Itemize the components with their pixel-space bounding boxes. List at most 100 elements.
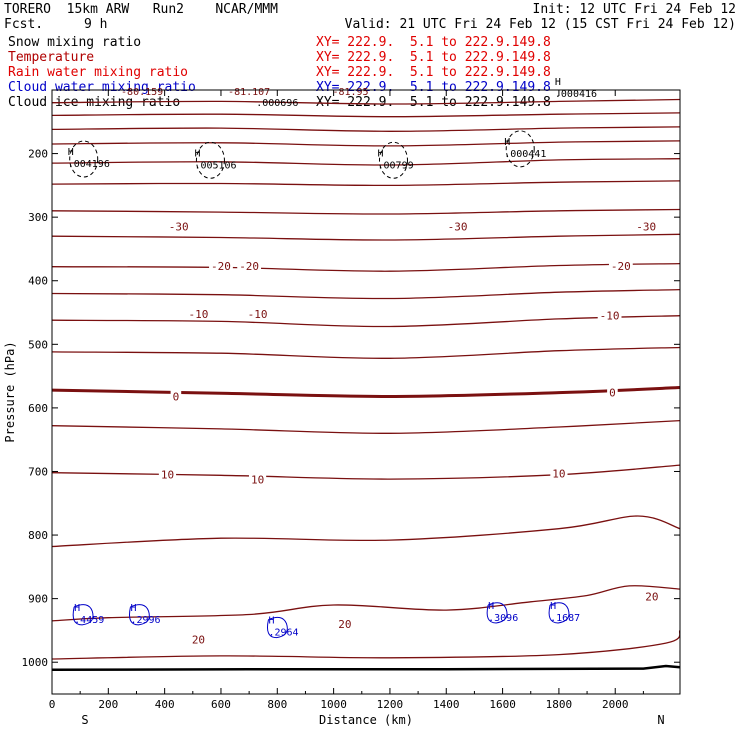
field-name-rain: Rain water mixing ratio xyxy=(8,65,189,80)
isotherm-label: 0 xyxy=(173,390,180,403)
field-xy-rain: XY= 222.9. 5.1 to 222.9.149.8 xyxy=(316,65,551,80)
cloud-water-max-marker: H xyxy=(130,603,136,614)
x-tick-label: 600 xyxy=(211,698,231,711)
x-tick-label: 200 xyxy=(98,698,118,711)
contour-label-bg xyxy=(209,260,233,273)
isotherm-label: -20 xyxy=(611,260,631,273)
isotherm-label: 10 xyxy=(251,474,264,487)
contour-label-bg xyxy=(608,260,633,273)
isotherm-label: 20 xyxy=(338,618,351,631)
isotherm--60 xyxy=(51,98,681,105)
isotherm-label: -10 xyxy=(248,308,268,321)
isotherm--20 xyxy=(51,262,681,272)
ground-surface xyxy=(51,664,681,672)
y-tick-label: 1000 xyxy=(22,656,49,669)
snow-contour-ring xyxy=(505,130,535,168)
x-tick-label: 1000 xyxy=(320,698,347,711)
contour-label-bg xyxy=(186,307,211,320)
isotherm-label: 10 xyxy=(552,467,565,480)
contour-label-bg xyxy=(166,220,191,233)
cloud-water-max-value: .3096 xyxy=(488,613,518,624)
snow-max-marker: H xyxy=(68,147,74,158)
isotherm--35 xyxy=(51,180,681,187)
snow-contour-ring xyxy=(195,141,225,179)
forecast-hour: 9 h xyxy=(84,17,108,32)
forecast-label: Fcst. xyxy=(4,17,44,32)
snow-max-marker: H xyxy=(555,77,561,88)
x-tick-label: 0 xyxy=(49,698,56,711)
cloud-water-contour xyxy=(72,604,94,626)
isotherm--55 xyxy=(51,112,681,118)
isotherm-label: -30 xyxy=(636,221,656,234)
isotherm-10 xyxy=(51,464,681,480)
cloud-water-max-marker: H xyxy=(550,601,556,612)
isotherm-20 xyxy=(51,585,681,622)
snow-max-marker: H xyxy=(377,148,383,159)
contour-label-bg xyxy=(634,220,659,233)
isotherm-label: 0 xyxy=(609,387,616,400)
field-xy-snow: XY= 222.9. 5.1 to 222.9.149.8 xyxy=(316,35,551,50)
x-tick-label: 1200 xyxy=(377,698,404,711)
y-tick-label: 800 xyxy=(28,529,48,542)
top-extremum-label: .000696 xyxy=(256,98,298,109)
contour-labels: -30 -30 -30 -20 -20 -20 -10 -10 -10 0 0 10 10 10 20 20 2… xyxy=(121,87,661,646)
plot-frame xyxy=(51,89,681,695)
y-tick-label: 900 xyxy=(28,593,48,606)
cloud-water-max-value: .2964 xyxy=(268,628,298,639)
contour-label-bg xyxy=(445,220,470,233)
isotherm-label: -20 xyxy=(211,260,231,273)
north-endpoint-label: N xyxy=(657,713,664,727)
snow-max-value: .005106 xyxy=(194,160,236,171)
plot-header: TORERO 15km ARW Run2 NCAR/MMM Init: 12 U… xyxy=(0,0,740,115)
cloud-water-contour xyxy=(486,602,508,624)
contour-label-bg xyxy=(245,307,270,320)
cloud-water-max-value: .1687 xyxy=(550,613,580,624)
isotherm-label: -20 xyxy=(239,260,259,273)
isotherm-25 xyxy=(51,629,681,660)
isotherm--25 xyxy=(51,233,681,241)
cloud-water-max-value: .2996 xyxy=(130,615,160,626)
x-axis-title: Distance (km) xyxy=(319,713,413,727)
cloud-water-max-marker: H xyxy=(74,603,80,614)
isotherm-15 xyxy=(51,515,681,548)
cloud-water-max-marker: H xyxy=(268,616,274,627)
isotherm-label: -30 xyxy=(448,221,468,234)
y-tick-label: 500 xyxy=(28,338,48,351)
contour-label-bg xyxy=(550,467,568,480)
field-name-snow: Snow mixing ratio xyxy=(8,35,142,50)
contour-label-bg xyxy=(170,390,182,403)
y-tick-label: 400 xyxy=(28,275,48,288)
isotherm--30 xyxy=(51,208,681,215)
top-extremum-label: -80.159 xyxy=(121,87,163,98)
y-tick-label: 700 xyxy=(28,465,48,478)
temperature-isotherms xyxy=(51,98,681,660)
contour-label-bg xyxy=(189,633,208,646)
x-tick-label: 800 xyxy=(267,698,287,711)
cloud-water-contour xyxy=(128,604,150,626)
isotherm-label: 10 xyxy=(161,469,174,482)
field-name-temperature: Temperature xyxy=(8,50,95,65)
field-xy-cloud-water: XY= 222.9. 5.1 to 222.9.149.8 xyxy=(316,80,551,95)
x-tick-label: 2000 xyxy=(602,698,629,711)
contour-label-bg xyxy=(237,260,262,273)
isotherm--15 xyxy=(51,288,681,300)
axes: 0 200 400 600 800 1000 1200 1400 1600 1800 2000200… xyxy=(3,89,681,727)
init-time: Init: 12 UTC Fri 24 Feb 12 xyxy=(532,2,737,17)
isotherm-label: -10 xyxy=(600,310,620,323)
ground-line xyxy=(51,664,681,672)
snow-max-marker: H xyxy=(194,148,200,159)
south-endpoint-label: S xyxy=(81,713,88,727)
snow-contour-ring xyxy=(378,141,408,179)
valid-time: Valid: 21 UTC Fri 24 Feb 12 (15 CST Fri … xyxy=(344,17,736,32)
contour-label-bg xyxy=(643,590,661,603)
y-tick-label: 200 xyxy=(28,148,48,161)
isotherm-0 xyxy=(51,386,681,399)
isotherm-label: -30 xyxy=(169,221,189,234)
x-tick-label: 1800 xyxy=(546,698,573,711)
isotherm--40 xyxy=(51,158,681,166)
field-xy-temperature: XY= 222.9. 5.1 to 222.9.149.8 xyxy=(316,50,551,65)
top-extremum-label: -81.95 xyxy=(332,87,368,98)
